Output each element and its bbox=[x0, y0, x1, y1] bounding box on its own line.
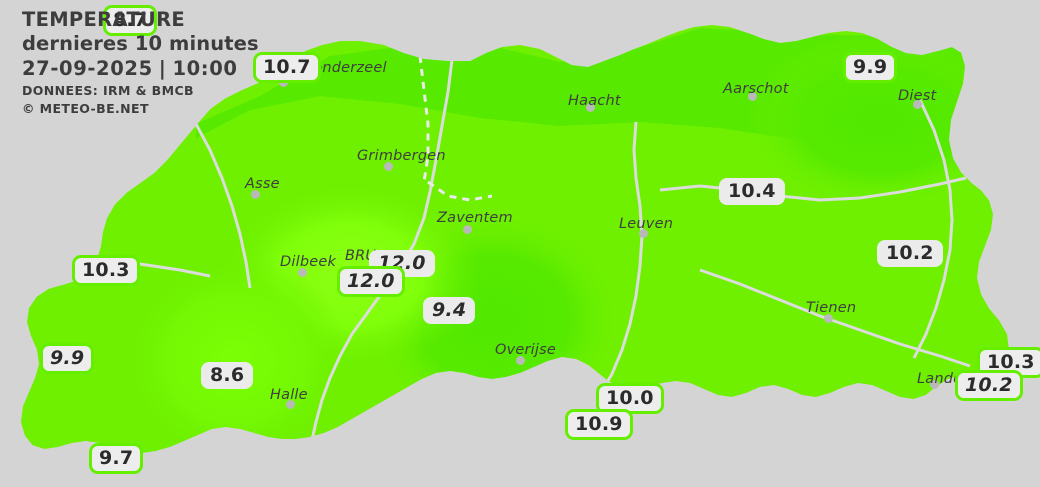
temperature-reading: 12.0 bbox=[337, 266, 405, 297]
temperature-reading: 9.9 bbox=[40, 343, 95, 374]
temperature-reading: 10.2 bbox=[877, 240, 943, 267]
map-outline bbox=[18, 22, 1012, 456]
city-dot bbox=[639, 229, 648, 238]
city-dot bbox=[298, 268, 307, 277]
map-rivers bbox=[20, 59, 971, 441]
cool-zone-diest bbox=[745, 32, 1010, 208]
warm-zone-halle bbox=[120, 255, 350, 454]
city-dot bbox=[384, 162, 393, 171]
temperature-reading: 10.4 bbox=[719, 178, 785, 205]
city-dot bbox=[286, 400, 295, 409]
temperature-reading: 9.9 bbox=[843, 52, 898, 83]
city-dot bbox=[516, 356, 525, 365]
city-dot bbox=[251, 190, 260, 199]
city-dot bbox=[913, 100, 922, 109]
city-dot bbox=[930, 380, 939, 389]
map-region-boundary bbox=[418, 55, 493, 202]
city-dot bbox=[463, 225, 472, 234]
temperature-reading: 8.7 bbox=[103, 5, 158, 36]
city-dot bbox=[586, 103, 595, 112]
temperature-reading: 10.9 bbox=[565, 409, 633, 440]
temperature-reading: 10.7 bbox=[253, 52, 321, 83]
temperature-reading: 9.7 bbox=[89, 443, 144, 474]
temperature-reading: 10.2 bbox=[955, 370, 1023, 401]
temperature-reading: 8.6 bbox=[201, 362, 254, 389]
temperature-reading: 9.4 bbox=[423, 297, 476, 324]
city-dot bbox=[748, 92, 757, 101]
temperature-reading: 10.3 bbox=[72, 255, 140, 286]
city-dot bbox=[824, 314, 833, 323]
